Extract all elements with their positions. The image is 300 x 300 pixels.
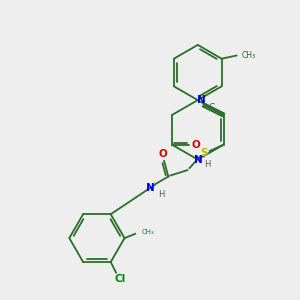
Text: N: N <box>197 95 206 105</box>
Text: O: O <box>191 140 200 150</box>
Text: N: N <box>194 154 203 165</box>
Text: N: N <box>146 183 154 193</box>
Text: S: S <box>201 148 208 158</box>
Text: H: H <box>204 160 211 169</box>
Text: O: O <box>159 149 167 159</box>
Text: C: C <box>209 103 215 112</box>
Text: Cl: Cl <box>115 274 126 284</box>
Text: CH₃: CH₃ <box>242 51 256 60</box>
Text: H: H <box>158 190 164 199</box>
Text: CH₃: CH₃ <box>142 229 154 235</box>
